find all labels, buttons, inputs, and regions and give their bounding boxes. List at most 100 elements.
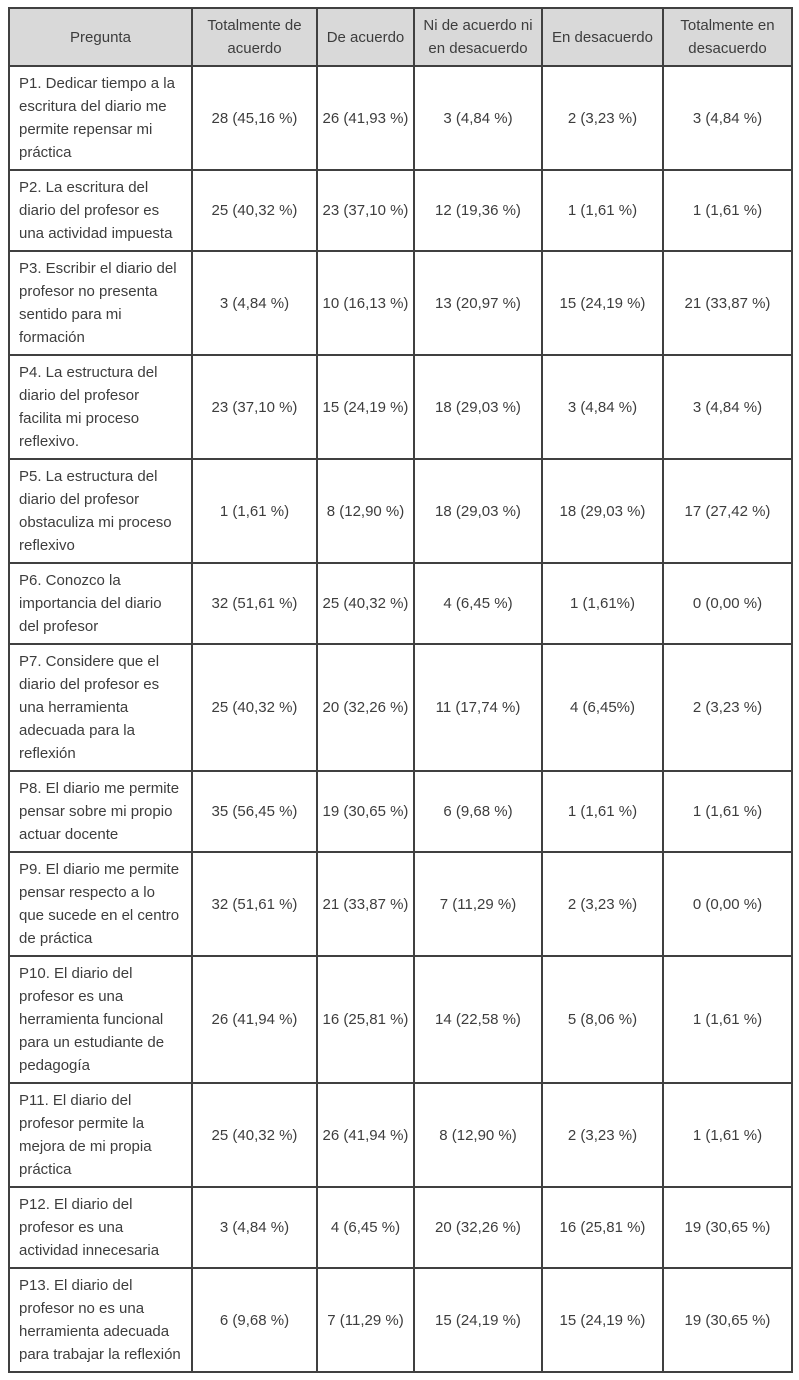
value-cell: 1 (1,61 %) (662, 955, 793, 1084)
header-row: Pregunta Totalmente de acuerdo De acuerd… (8, 7, 793, 67)
value-cell: 7 (11,29 %) (316, 1267, 415, 1373)
value-cell: 12 (19,36 %) (413, 169, 543, 252)
value-cell: 2 (3,23 %) (541, 65, 664, 171)
value-cell: 28 (45,16 %) (191, 65, 318, 171)
value-cell: 26 (41,94 %) (316, 1082, 415, 1188)
value-cell: 19 (30,65 %) (662, 1186, 793, 1269)
value-cell: 19 (30,65 %) (316, 770, 415, 853)
value-cell: 14 (22,58 %) (413, 955, 543, 1084)
table-row-p9: P9. El diario me permite pensar respecto… (8, 851, 793, 957)
table-row-p10: P10. El diario del profesor es una herra… (8, 955, 793, 1084)
value-cell: 21 (33,87 %) (662, 250, 793, 356)
value-cell: 26 (41,94 %) (191, 955, 318, 1084)
value-cell: 15 (24,19 %) (541, 250, 664, 356)
value-cell: 3 (4,84 %) (662, 354, 793, 460)
value-cell: 4 (6,45%) (541, 643, 664, 772)
question-cell: P12. El diario del profesor es una activ… (8, 1186, 193, 1269)
table-row-p2: P2. La escritura del diario del profesor… (8, 169, 793, 252)
column-header-totalmente-en-desacuerdo: Totalmente en desacuerdo (662, 7, 793, 67)
table-row-p6: P6. Conozco la importancia del diario de… (8, 562, 793, 645)
value-cell: 0 (0,00 %) (662, 562, 793, 645)
value-cell: 25 (40,32 %) (191, 1082, 318, 1188)
question-cell: P1. Dedicar tiempo a la escritura del di… (8, 65, 193, 171)
value-cell: 1 (1,61 %) (662, 1082, 793, 1188)
value-cell: 7 (11,29 %) (413, 851, 543, 957)
value-cell: 1 (1,61 %) (541, 770, 664, 853)
value-cell: 20 (32,26 %) (413, 1186, 543, 1269)
value-cell: 2 (3,23 %) (662, 643, 793, 772)
value-cell: 25 (40,32 %) (316, 562, 415, 645)
value-cell: 18 (29,03 %) (413, 458, 543, 564)
value-cell: 16 (25,81 %) (316, 955, 415, 1084)
value-cell: 0 (0,00 %) (662, 851, 793, 957)
question-cell: P6. Conozco la importancia del diario de… (8, 562, 193, 645)
question-cell: P2. La escritura del diario del profesor… (8, 169, 193, 252)
value-cell: 3 (4,84 %) (662, 65, 793, 171)
value-cell: 15 (24,19 %) (316, 354, 415, 460)
value-cell: 8 (12,90 %) (316, 458, 415, 564)
value-cell: 1 (1,61 %) (662, 169, 793, 252)
column-header-totalmente-de-acuerdo: Totalmente de acuerdo (191, 7, 318, 67)
value-cell: 13 (20,97 %) (413, 250, 543, 356)
value-cell: 32 (51,61 %) (191, 851, 318, 957)
table-row-p3: P3. Escribir el diario del profesor no p… (8, 250, 793, 356)
question-cell: P7. Considere que el diario del profesor… (8, 643, 193, 772)
survey-results-table: Pregunta Totalmente de acuerdo De acuerd… (8, 7, 793, 1373)
value-cell: 6 (9,68 %) (413, 770, 543, 853)
value-cell: 23 (37,10 %) (316, 169, 415, 252)
value-cell: 3 (4,84 %) (191, 250, 318, 356)
value-cell: 18 (29,03 %) (541, 458, 664, 564)
value-cell: 4 (6,45 %) (316, 1186, 415, 1269)
value-cell: 6 (9,68 %) (191, 1267, 318, 1373)
column-header-pregunta: Pregunta (8, 7, 193, 67)
table-row-p11: P11. El diario del profesor permite la m… (8, 1082, 793, 1188)
question-cell: P11. El diario del profesor permite la m… (8, 1082, 193, 1188)
table-row-p5: P5. La estructura del diario del profeso… (8, 458, 793, 564)
value-cell: 1 (1,61 %) (191, 458, 318, 564)
value-cell: 11 (17,74 %) (413, 643, 543, 772)
value-cell: 32 (51,61 %) (191, 562, 318, 645)
value-cell: 3 (4,84 %) (541, 354, 664, 460)
question-cell: P8. El diario me permite pensar sobre mi… (8, 770, 193, 853)
column-header-de-acuerdo: De acuerdo (316, 7, 415, 67)
table-header: Pregunta Totalmente de acuerdo De acuerd… (8, 7, 793, 67)
value-cell: 15 (24,19 %) (541, 1267, 664, 1373)
value-cell: 25 (40,32 %) (191, 169, 318, 252)
value-cell: 4 (6,45 %) (413, 562, 543, 645)
value-cell: 1 (1,61 %) (662, 770, 793, 853)
table-row-p4: P4. La estructura del diario del profeso… (8, 354, 793, 460)
value-cell: 21 (33,87 %) (316, 851, 415, 957)
value-cell: 2 (3,23 %) (541, 851, 664, 957)
value-cell: 3 (4,84 %) (191, 1186, 318, 1269)
value-cell: 1 (1,61%) (541, 562, 664, 645)
column-header-en-desacuerdo: En desacuerdo (541, 7, 664, 67)
table-row-p13: P13. El diario del profesor no es una he… (8, 1267, 793, 1373)
value-cell: 10 (16,13 %) (316, 250, 415, 356)
table-row-p12: P12. El diario del profesor es una activ… (8, 1186, 793, 1269)
value-cell: 19 (30,65 %) (662, 1267, 793, 1373)
value-cell: 8 (12,90 %) (413, 1082, 543, 1188)
question-cell: P13. El diario del profesor no es una he… (8, 1267, 193, 1373)
value-cell: 25 (40,32 %) (191, 643, 318, 772)
value-cell: 2 (3,23 %) (541, 1082, 664, 1188)
question-cell: P10. El diario del profesor es una herra… (8, 955, 193, 1084)
table-row-p1: P1. Dedicar tiempo a la escritura del di… (8, 65, 793, 171)
value-cell: 5 (8,06 %) (541, 955, 664, 1084)
value-cell: 20 (32,26 %) (316, 643, 415, 772)
column-header-ni-de-acuerdo-ni-en-desacuerdo: Ni de acuerdo ni en desacuerdo (413, 7, 543, 67)
question-cell: P9. El diario me permite pensar respecto… (8, 851, 193, 957)
value-cell: 16 (25,81 %) (541, 1186, 664, 1269)
question-cell: P4. La estructura del diario del profeso… (8, 354, 193, 460)
value-cell: 23 (37,10 %) (191, 354, 318, 460)
question-cell: P5. La estructura del diario del profeso… (8, 458, 193, 564)
value-cell: 3 (4,84 %) (413, 65, 543, 171)
table-row-p8: P8. El diario me permite pensar sobre mi… (8, 770, 793, 853)
table-body: P1. Dedicar tiempo a la escritura del di… (8, 65, 793, 1373)
question-cell: P3. Escribir el diario del profesor no p… (8, 250, 193, 356)
value-cell: 15 (24,19 %) (413, 1267, 543, 1373)
value-cell: 18 (29,03 %) (413, 354, 543, 460)
value-cell: 17 (27,42 %) (662, 458, 793, 564)
value-cell: 35 (56,45 %) (191, 770, 318, 853)
value-cell: 1 (1,61 %) (541, 169, 664, 252)
